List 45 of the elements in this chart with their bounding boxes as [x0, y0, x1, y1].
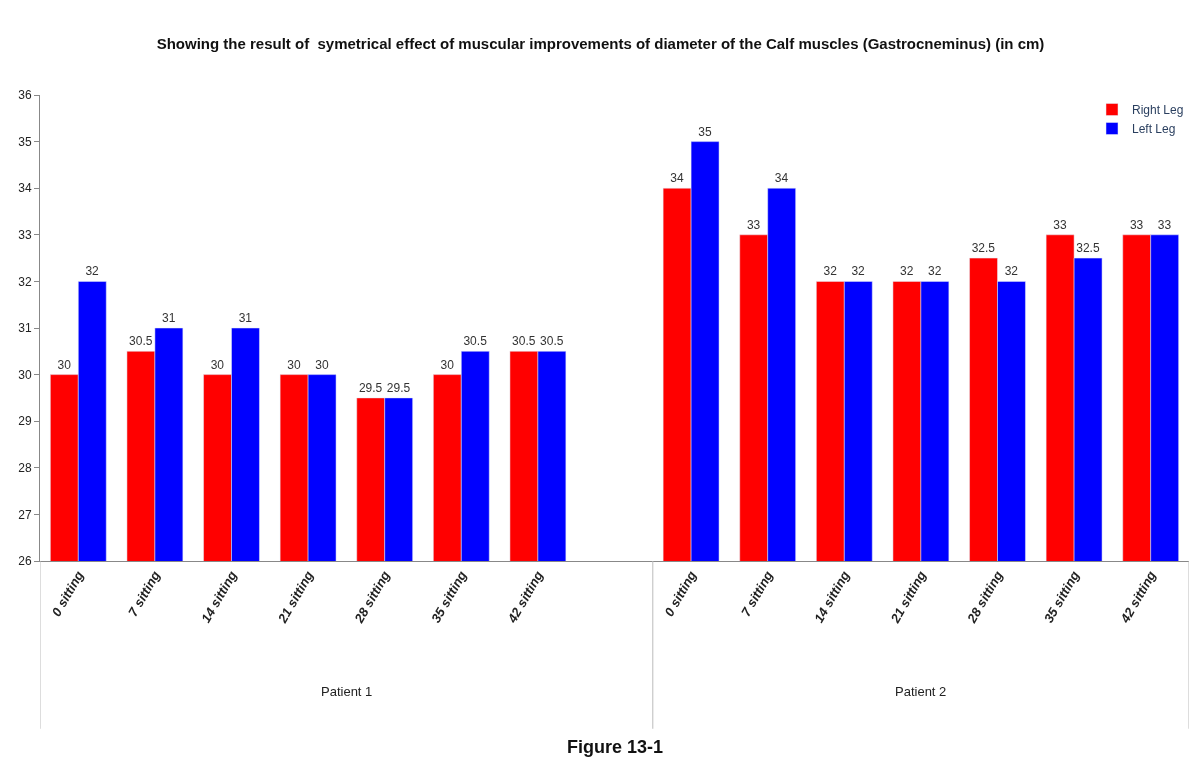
text: Patient 1: [321, 684, 373, 699]
text: Patient 2: [895, 684, 947, 699]
data-label: 29.5: [358, 380, 383, 395]
data-label: 34: [774, 171, 789, 186]
data-label: 30: [210, 357, 225, 372]
y-tick-label: 30: [18, 367, 32, 382]
data-label: 30: [287, 357, 301, 372]
y-tick-label: 35: [18, 134, 32, 149]
legend-label: Left Leg: [1132, 122, 1176, 137]
data-label: 30: [440, 357, 455, 372]
data-label: 31: [238, 311, 253, 325]
data-label: 32: [85, 264, 100, 279]
data-label: 32: [823, 264, 838, 279]
data-label: 32.5: [1076, 241, 1100, 256]
data-label: 30.5: [463, 334, 488, 349]
chart-title: Showing the result of symetrical effect of muscular improvements of diameter of the Calf muscles (Gastrocneminus) (in cm): [156, 34, 1045, 52]
data-label: 32: [928, 264, 942, 279]
data-label: 32: [900, 264, 914, 279]
y-tick-label: 32: [18, 274, 32, 289]
data-label: 31: [162, 311, 176, 325]
data-label: 32.5: [971, 241, 996, 256]
data-label: 30: [315, 357, 329, 372]
data-label: 30.5: [512, 334, 536, 349]
y-tick-label: 33: [18, 228, 32, 242]
y-tick-label: 29: [18, 414, 32, 429]
data-label: 30: [57, 357, 72, 372]
legend-label: Right Leg: [1132, 103, 1184, 118]
y-tick-label: 27: [18, 507, 32, 522]
data-label: 30.5: [540, 334, 564, 349]
data-label: 35: [698, 124, 712, 139]
data-label: 33: [746, 217, 761, 232]
y-tick-label: 34: [18, 181, 32, 196]
data-label: 30.5: [129, 334, 153, 349]
caption: Figure 13-1: [567, 737, 664, 757]
data-label: 32: [1004, 264, 1019, 279]
data-label: 33: [1157, 217, 1172, 232]
data-label: 29.5: [386, 380, 411, 395]
data-label: 33: [1053, 217, 1067, 232]
y-tick-label: 26: [18, 554, 32, 569]
data-label: 33: [1129, 217, 1144, 232]
y-tick-label: 31: [18, 321, 32, 336]
data-label: 32: [851, 264, 866, 279]
y-tick-label: 36: [18, 88, 32, 103]
data-label: 34: [670, 171, 684, 186]
y-tick-label: 28: [18, 461, 32, 475]
